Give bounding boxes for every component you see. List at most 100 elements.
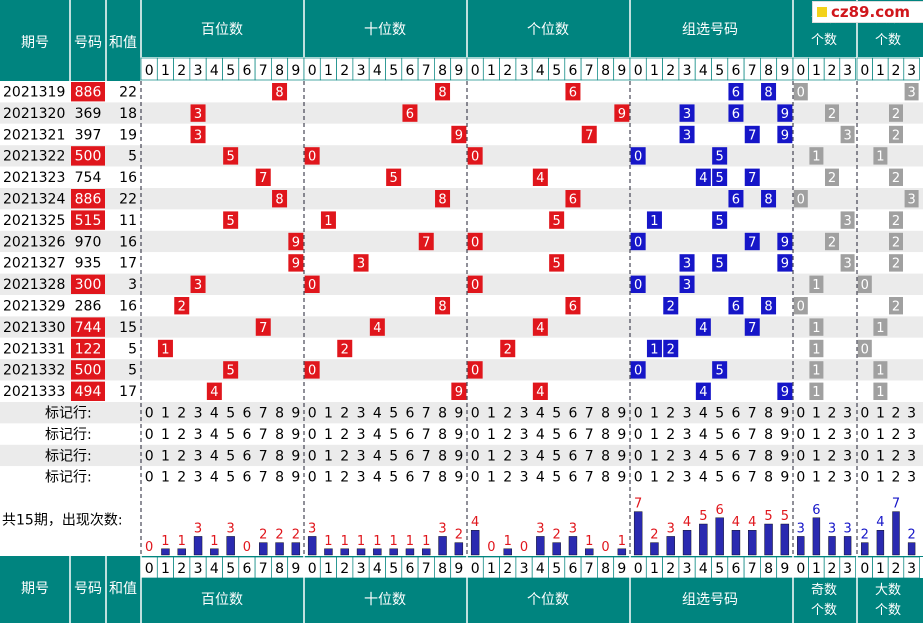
footer-digit-label: 3 [194,561,203,577]
big-count-mark [857,275,872,293]
count-bar-hundreds [210,548,219,556]
count-value-tens: 1 [324,534,332,549]
digit-mark [304,275,320,293]
footer-digit-label: 5 [389,561,398,577]
digit-header-label: 1 [324,63,333,79]
count-value-group: 2 [650,528,658,543]
sum-cell: 15 [119,320,137,336]
mark-digit: 2 [177,470,186,486]
digit-header-cell [903,57,920,81]
period-cell: 2021331 [3,341,65,357]
mark-digit: 2 [892,470,901,486]
sum-cell: 5 [128,363,137,379]
big-count-mark-label: 2 [892,214,900,229]
footer-digit-label: 4 [536,561,545,577]
number-highlight [71,146,105,166]
period-cell: 2021324 [3,192,65,208]
odd-count-mark [809,361,824,379]
digit-mark-label: 5 [553,214,561,229]
digit-mark [304,147,320,165]
digit-mark-label: 5 [227,150,235,165]
odd-count-mark-label: 3 [843,214,851,229]
mark-digit: 9 [617,427,626,443]
digit-header-label: 9 [454,63,463,79]
digit-mark [435,83,451,101]
group-mark [728,83,744,101]
digit-header-label: 0 [634,63,643,79]
digit-mark-label: 3 [194,107,202,122]
mark-digit: 0 [860,427,869,443]
group-mark-label: 1 [650,342,658,357]
digit-mark-label: 8 [275,86,283,101]
number-highlight [71,82,105,102]
odd-count-mark-label: 1 [812,385,820,400]
count-bar-tens [356,548,366,556]
digit-mark-label: 0 [471,278,479,293]
digit-mark-label: 1 [161,342,169,357]
footer-digit-label: 5 [552,561,561,577]
mark-digit: 6 [405,470,414,486]
mark-digit: 2 [666,448,675,464]
digit-header-label: 1 [161,63,170,79]
count-value-odd: 3 [843,521,851,536]
group-mark [777,232,793,251]
footer-digit-label: 7 [422,561,431,577]
count-value-hundreds: 0 [145,540,153,555]
group-mark [630,147,646,165]
group-mark [712,168,728,186]
mark-digit: 5 [389,448,398,464]
period-cell: 2021329 [3,299,65,315]
table-row [0,295,923,317]
period-cell: 2021332 [3,363,65,379]
mark-digit: 9 [454,470,463,486]
footer-group-header-4-line2: 个数 [811,603,837,618]
number-cell: 494 [75,384,102,400]
mark-digit: 2 [828,406,837,422]
digit-mark-label: 0 [471,150,479,165]
footer-digit-label: 0 [145,561,154,577]
footer-number-header: 号码 [74,581,102,597]
odd-count-mark-label: 2 [828,235,836,250]
footer-digit-label: 1 [812,561,821,577]
big-count-mark [857,339,872,358]
count-value-group: 4 [748,515,756,530]
big-count-mark [889,297,903,315]
digit-mark [467,232,483,251]
odd-count-mark-label: 1 [812,278,820,293]
digit-header-label: 3 [520,63,529,79]
footer-digit-label: 7 [259,561,268,577]
mark-digit: 3 [194,448,203,464]
footer-digit-label: 1 [487,561,496,577]
count-value-group: 5 [764,509,772,524]
period-cell: 2021321 [3,127,65,143]
digit-mark-label: 7 [585,128,593,143]
period-cell: 2021327 [3,256,65,272]
mark-digit: 7 [585,427,594,443]
big-count-mark-label: 0 [861,342,869,357]
count-value-group: 4 [732,515,740,530]
footer-digit-label: 6 [731,561,740,577]
digit-mark-label: 1 [324,214,332,229]
group-mark [761,190,777,208]
digit-header-label: 0 [796,63,805,79]
footer-digit-label: 2 [340,561,349,577]
mark-digit: 0 [860,448,869,464]
footer-digit-label: 0 [308,561,317,577]
number-highlight [71,338,105,359]
mark-digit: 7 [585,448,594,464]
digit-header-label: 3 [357,63,366,79]
mark-digit: 0 [308,448,317,464]
mark-digit: 3 [907,427,916,443]
digit-mark [337,339,353,358]
mark-digit: 9 [780,448,789,464]
big-count-mark-label: 2 [892,128,900,143]
digit-mark [157,339,173,358]
mark-digit: 7 [422,406,431,422]
digit-mark-label: 9 [292,235,300,250]
digit-mark-label: 0 [308,278,316,293]
odd-count-mark-label: 3 [843,257,851,272]
footer-group-header-4-line1: 奇数 [811,582,837,598]
period-cell: 2021325 [3,213,65,229]
count-value-units: 0 [601,540,609,555]
footer-digit-label: 2 [892,561,901,577]
